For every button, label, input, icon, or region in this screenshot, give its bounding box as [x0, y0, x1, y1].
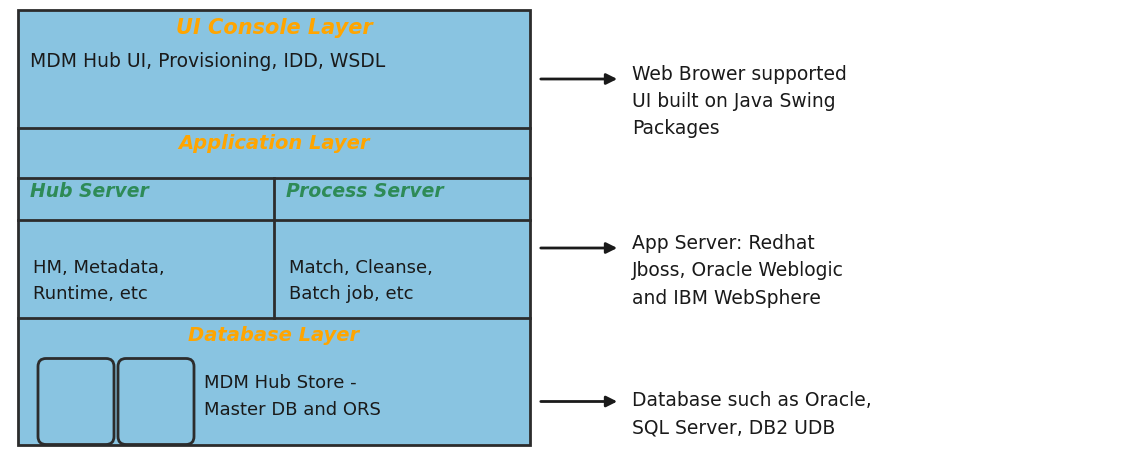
FancyBboxPatch shape — [38, 359, 114, 445]
Text: Hub Server: Hub Server — [30, 182, 149, 201]
Text: Database Layer: Database Layer — [188, 326, 360, 345]
FancyBboxPatch shape — [18, 10, 530, 445]
Text: Web Brower supported
UI built on Java Swing
Packages: Web Brower supported UI built on Java Sw… — [632, 65, 847, 138]
Text: Application Layer: Application Layer — [178, 134, 370, 153]
Text: UI Console Layer: UI Console Layer — [176, 18, 372, 38]
Text: MDM Hub Store -
Master DB and ORS: MDM Hub Store - Master DB and ORS — [204, 374, 381, 419]
Text: HM, Metadata,
Runtime, etc: HM, Metadata, Runtime, etc — [33, 259, 165, 303]
FancyBboxPatch shape — [118, 359, 194, 445]
Text: Database such as Oracle,
SQL Server, DB2 UDB: Database such as Oracle, SQL Server, DB2… — [632, 391, 872, 438]
Text: App Server: Redhat
Jboss, Oracle Weblogic
and IBM WebSphere: App Server: Redhat Jboss, Oracle Weblogi… — [632, 234, 844, 308]
Text: Match, Cleanse,
Batch job, etc: Match, Cleanse, Batch job, etc — [289, 259, 433, 303]
Text: MDM Hub UI, Provisioning, IDD, WSDL: MDM Hub UI, Provisioning, IDD, WSDL — [30, 52, 386, 71]
Text: Process Server: Process Server — [287, 182, 443, 201]
